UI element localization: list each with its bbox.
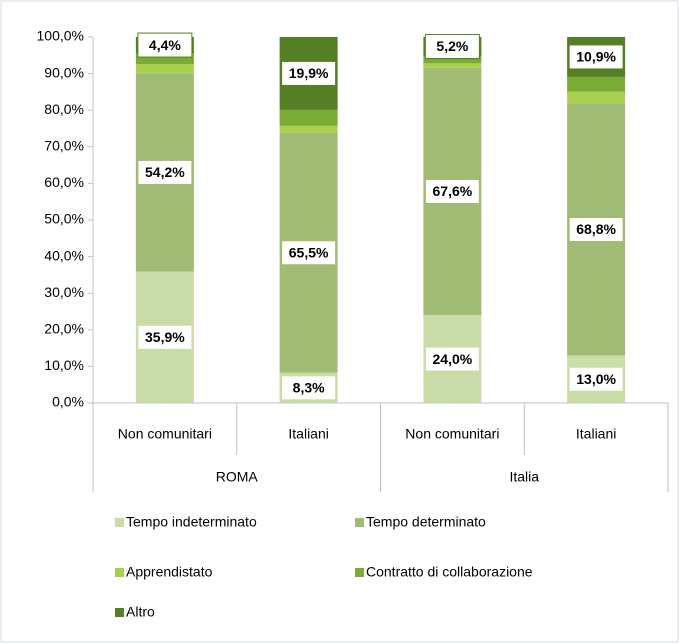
y-tick-label: 30,0% bbox=[44, 284, 84, 300]
label-box bbox=[281, 375, 337, 401]
x-tick-label: Non comunitari bbox=[405, 426, 499, 442]
y-tick-label: 60,0% bbox=[44, 174, 84, 190]
group-label: ROMA bbox=[216, 469, 259, 485]
legend-swatch bbox=[115, 568, 124, 577]
label-box bbox=[424, 346, 480, 372]
x-tick-label: Non comunitari bbox=[118, 426, 212, 442]
label-box bbox=[137, 159, 193, 185]
y-tick-label: 0,0% bbox=[52, 394, 84, 410]
data-label: 54,2% bbox=[145, 164, 185, 180]
data-label: 10,9% bbox=[576, 49, 616, 65]
label-box bbox=[137, 324, 193, 350]
label-box bbox=[137, 32, 193, 58]
bar-segment bbox=[423, 63, 482, 68]
label-box bbox=[568, 217, 624, 243]
bar-segment bbox=[279, 109, 338, 126]
label-box bbox=[424, 178, 480, 204]
legend-swatch bbox=[355, 518, 364, 527]
data-label: 8,3% bbox=[293, 380, 325, 396]
label-box bbox=[281, 60, 337, 86]
x-tick-label: Italiani bbox=[288, 426, 328, 442]
data-label: 67,6% bbox=[433, 183, 473, 199]
legend-swatch bbox=[115, 518, 124, 527]
legend-label: Apprendistato bbox=[126, 564, 213, 580]
label-box bbox=[281, 240, 337, 266]
bar-segment bbox=[423, 56, 482, 64]
legend-label: Tempo indeterminato bbox=[126, 514, 257, 530]
y-tick-label: 20,0% bbox=[44, 321, 84, 337]
data-label: 4,4% bbox=[149, 37, 181, 53]
label-box bbox=[568, 366, 624, 392]
x-tick-label: Italiani bbox=[576, 426, 616, 442]
data-label: 13,0% bbox=[576, 371, 616, 387]
bar-segment bbox=[135, 64, 194, 74]
y-tick-label: 100,0% bbox=[37, 28, 84, 44]
data-label: 19,9% bbox=[289, 65, 329, 81]
y-tick-label: 40,0% bbox=[44, 247, 84, 263]
y-tick-label: 80,0% bbox=[44, 101, 84, 117]
legend-label: Contratto di collaborazione bbox=[366, 564, 533, 580]
label-box bbox=[568, 44, 624, 70]
data-label: 5,2% bbox=[436, 38, 468, 54]
data-label: 35,9% bbox=[145, 329, 185, 345]
legend-swatch bbox=[115, 608, 124, 617]
y-tick-label: 70,0% bbox=[44, 138, 84, 154]
legend-label: Altro bbox=[126, 604, 155, 620]
data-label: 65,5% bbox=[289, 244, 329, 260]
y-tick-label: 10,0% bbox=[44, 357, 84, 373]
bar-segment bbox=[279, 125, 338, 133]
y-tick-label: 50,0% bbox=[44, 211, 84, 227]
bar-segment bbox=[567, 76, 626, 92]
group-label: Italia bbox=[509, 469, 539, 485]
bar-segment bbox=[135, 53, 194, 65]
data-label: 24,0% bbox=[433, 351, 473, 367]
y-tick-label: 90,0% bbox=[44, 64, 84, 80]
label-box bbox=[424, 34, 480, 60]
legend-label: Tempo determinato bbox=[366, 514, 486, 530]
legend-swatch bbox=[355, 568, 364, 577]
data-label: 68,8% bbox=[576, 221, 616, 237]
bar-segment bbox=[567, 91, 626, 104]
